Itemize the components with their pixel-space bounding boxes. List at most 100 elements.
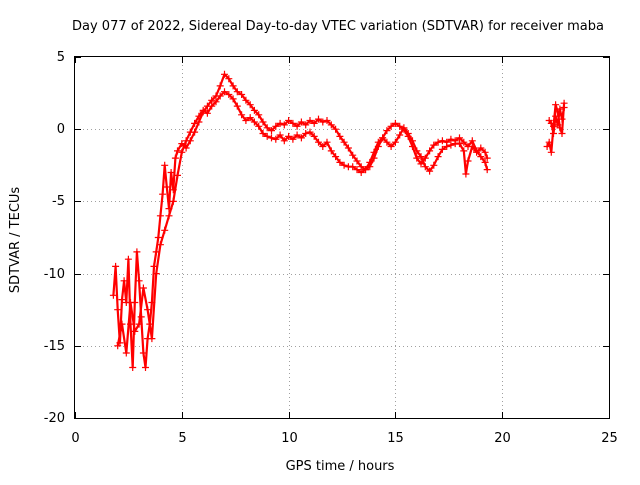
data-point-marker [272,122,280,130]
data-point-marker [246,101,254,109]
data-point-marker [353,166,361,174]
data-point-marker [349,151,357,159]
data-point-marker [280,121,288,129]
data-point-marker [114,306,122,314]
data-point-marker [208,102,216,110]
data-point-marker [323,117,331,124]
data-point-marker [310,119,318,127]
data-point-marker [233,88,241,96]
data-point-marker [238,111,246,119]
y-tick-label: -20 [44,411,65,426]
data-point-marker [114,342,122,350]
data-point-marker [387,122,395,130]
data-point-marker [276,119,284,127]
y-tick-label: 5 [57,50,65,65]
data-point-marker [558,130,566,137]
data-point-marker [144,306,152,314]
data-point-marker [547,119,555,127]
data-point-marker [340,138,348,146]
data-point-marker [167,169,175,176]
data-point-marker [225,91,233,98]
data-point-marker [462,170,470,178]
data-point-marker [477,144,485,152]
data-point-marker [186,128,194,136]
series-trace [112,73,489,369]
y-tick-label: 0 [57,122,65,137]
data-point-marker [268,127,275,135]
data-point-marker [216,82,224,90]
data-point-marker [156,212,164,220]
data-point-marker [374,138,382,146]
data-point-marker [302,130,310,137]
data-point-marker [552,112,560,120]
data-point-marker [242,96,250,104]
series-trace [116,90,489,355]
data-point-marker [161,161,169,169]
data-point-marker [426,147,434,155]
data-point-marker [306,128,314,136]
data-point-marker [285,117,293,124]
data-point-marker [387,143,395,150]
data-point-marker [327,147,335,155]
data-point-marker [473,148,481,156]
data-point-marker [468,143,476,150]
data-point-marker [332,125,340,133]
data-point-marker [464,157,472,165]
x-tick-label: 0 [71,431,79,446]
data-point-marker [120,277,128,285]
data-point-marker [139,349,147,357]
data-point-marker [152,270,160,278]
data-point-marker [552,101,560,109]
data-point-marker [122,349,130,357]
data-point-marker [483,154,491,162]
data-point-marker [280,137,288,145]
data-point-marker [413,154,421,162]
data-point-marker [133,248,141,256]
data-point-marker [421,154,429,162]
data-point-marker [336,158,344,166]
data-point-marker [400,124,408,132]
data-point-marker [438,137,446,145]
data-point-marker [550,130,557,137]
data-point-marker [554,121,562,129]
data-point-marker [229,82,237,90]
data-point-marker [383,127,391,135]
data-point-marker [135,320,143,328]
data-point-marker [430,141,438,149]
x-tick-label: 10 [281,431,298,446]
x-tick-label: 5 [178,431,186,446]
data-point-marker [315,138,322,146]
data-point-marker [142,364,149,371]
data-point-marker [302,121,310,129]
data-point-marker [216,92,224,100]
data-point-marker [174,171,181,179]
y-axis-tick-labels: 5 0 -5 -10 -15 -20 [44,50,65,426]
data-point-marker [323,138,331,146]
data-point-marker [460,138,468,146]
data-point-marker [212,98,220,106]
data-point-marker [163,183,171,191]
data-point-marker [349,163,357,171]
data-point-marker [259,130,267,137]
data-point-marker [174,147,181,155]
data-point-marker [483,166,491,174]
x-axis-tick-labels: 0 5 10 15 20 25 [71,431,617,446]
y-tick-label: -10 [44,267,65,282]
data-point-marker [434,138,442,146]
data-point-marker [255,122,263,130]
data-point-marker [556,105,564,113]
data-point-marker [246,114,254,122]
data-point-marker [426,167,434,175]
data-point-marker [456,140,463,148]
data-point-marker [481,148,489,156]
y-tick-label: -5 [52,194,65,209]
data-point-marker [409,137,416,145]
data-point-marker [156,241,164,249]
data-point-marker [242,117,250,124]
data-point-marker [319,118,327,126]
data-point-marker [417,153,425,161]
data-point-marker [447,141,455,149]
data-point-marker [443,143,451,150]
